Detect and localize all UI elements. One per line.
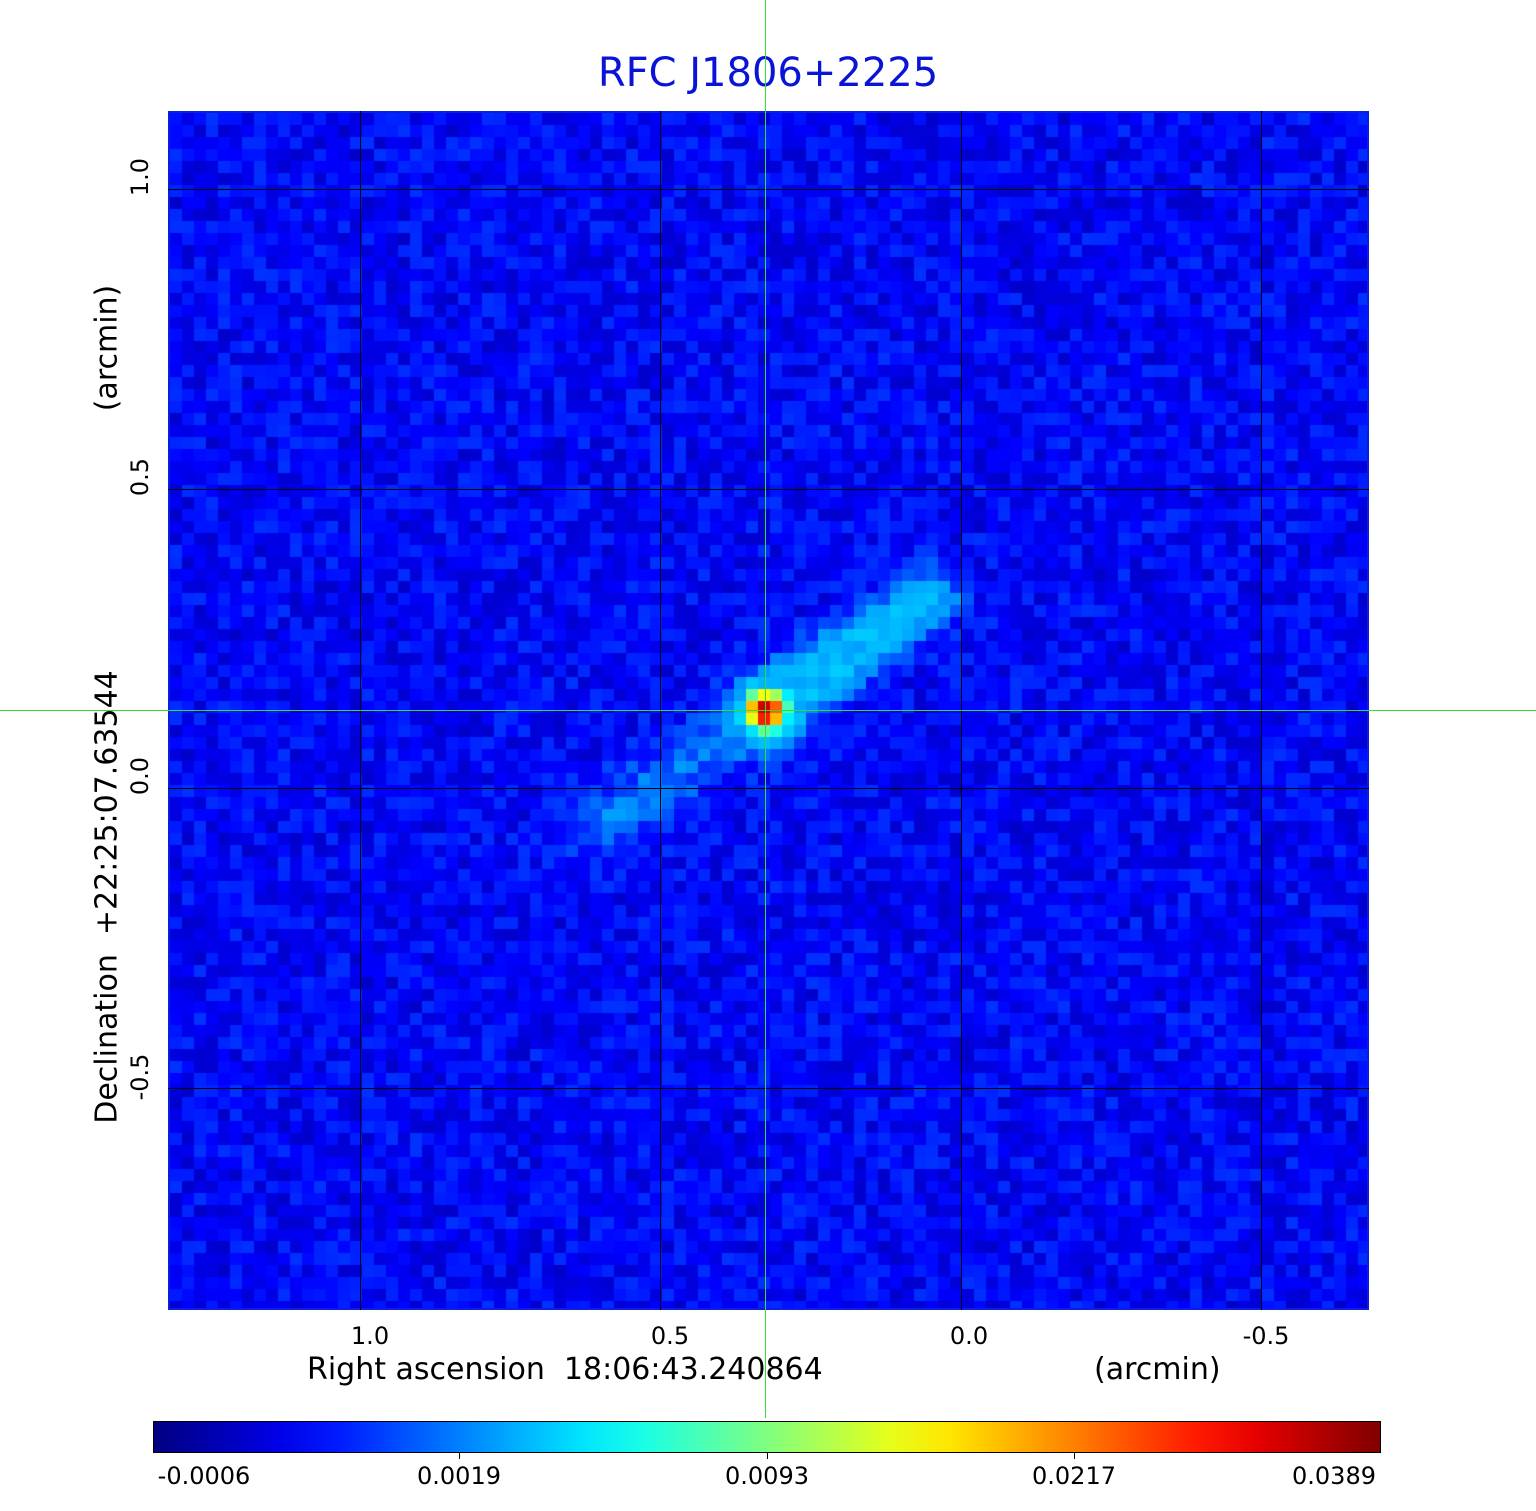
sky-image-panel: [168, 111, 1369, 1310]
y-tick-label: -0.5: [126, 1053, 154, 1101]
colorbar-tick-label: -0.0006: [157, 1462, 251, 1490]
y-tick-label: 1.0: [126, 157, 154, 197]
x-tick-label: 1.0: [350, 1322, 390, 1350]
y-axis-label: Declination +22:25:07.63544: [89, 670, 125, 1124]
y-axis-unit: (arcmin): [89, 284, 125, 412]
colorbar-tick-label: 0.0389: [1292, 1462, 1376, 1490]
x-tick-label: 0.5: [650, 1322, 690, 1350]
colorbar-tick-label: 0.0217: [1032, 1462, 1116, 1490]
colorbar-tick-mark: [767, 1453, 768, 1459]
y-tick-label: 0.0: [126, 756, 154, 796]
colorbar-tick-label: 0.0019: [417, 1462, 501, 1490]
colorbar-tick-label: 0.0093: [725, 1462, 809, 1490]
x-axis-label: Right ascension 18:06:43.240864: [307, 1352, 823, 1387]
x-tick-label: 0.0: [949, 1322, 989, 1350]
chart-title: RFC J1806+2225: [597, 50, 939, 96]
colorbar: [153, 1421, 1381, 1453]
colorbar-tick-mark: [459, 1453, 460, 1459]
x-tick-label: -0.5: [1242, 1322, 1290, 1350]
intensity-heatmap: [170, 113, 1367, 1308]
y-tick-label: 0.5: [126, 457, 154, 497]
colorbar-tick-mark: [1074, 1453, 1075, 1459]
x-axis-unit: (arcmin): [1094, 1352, 1221, 1387]
